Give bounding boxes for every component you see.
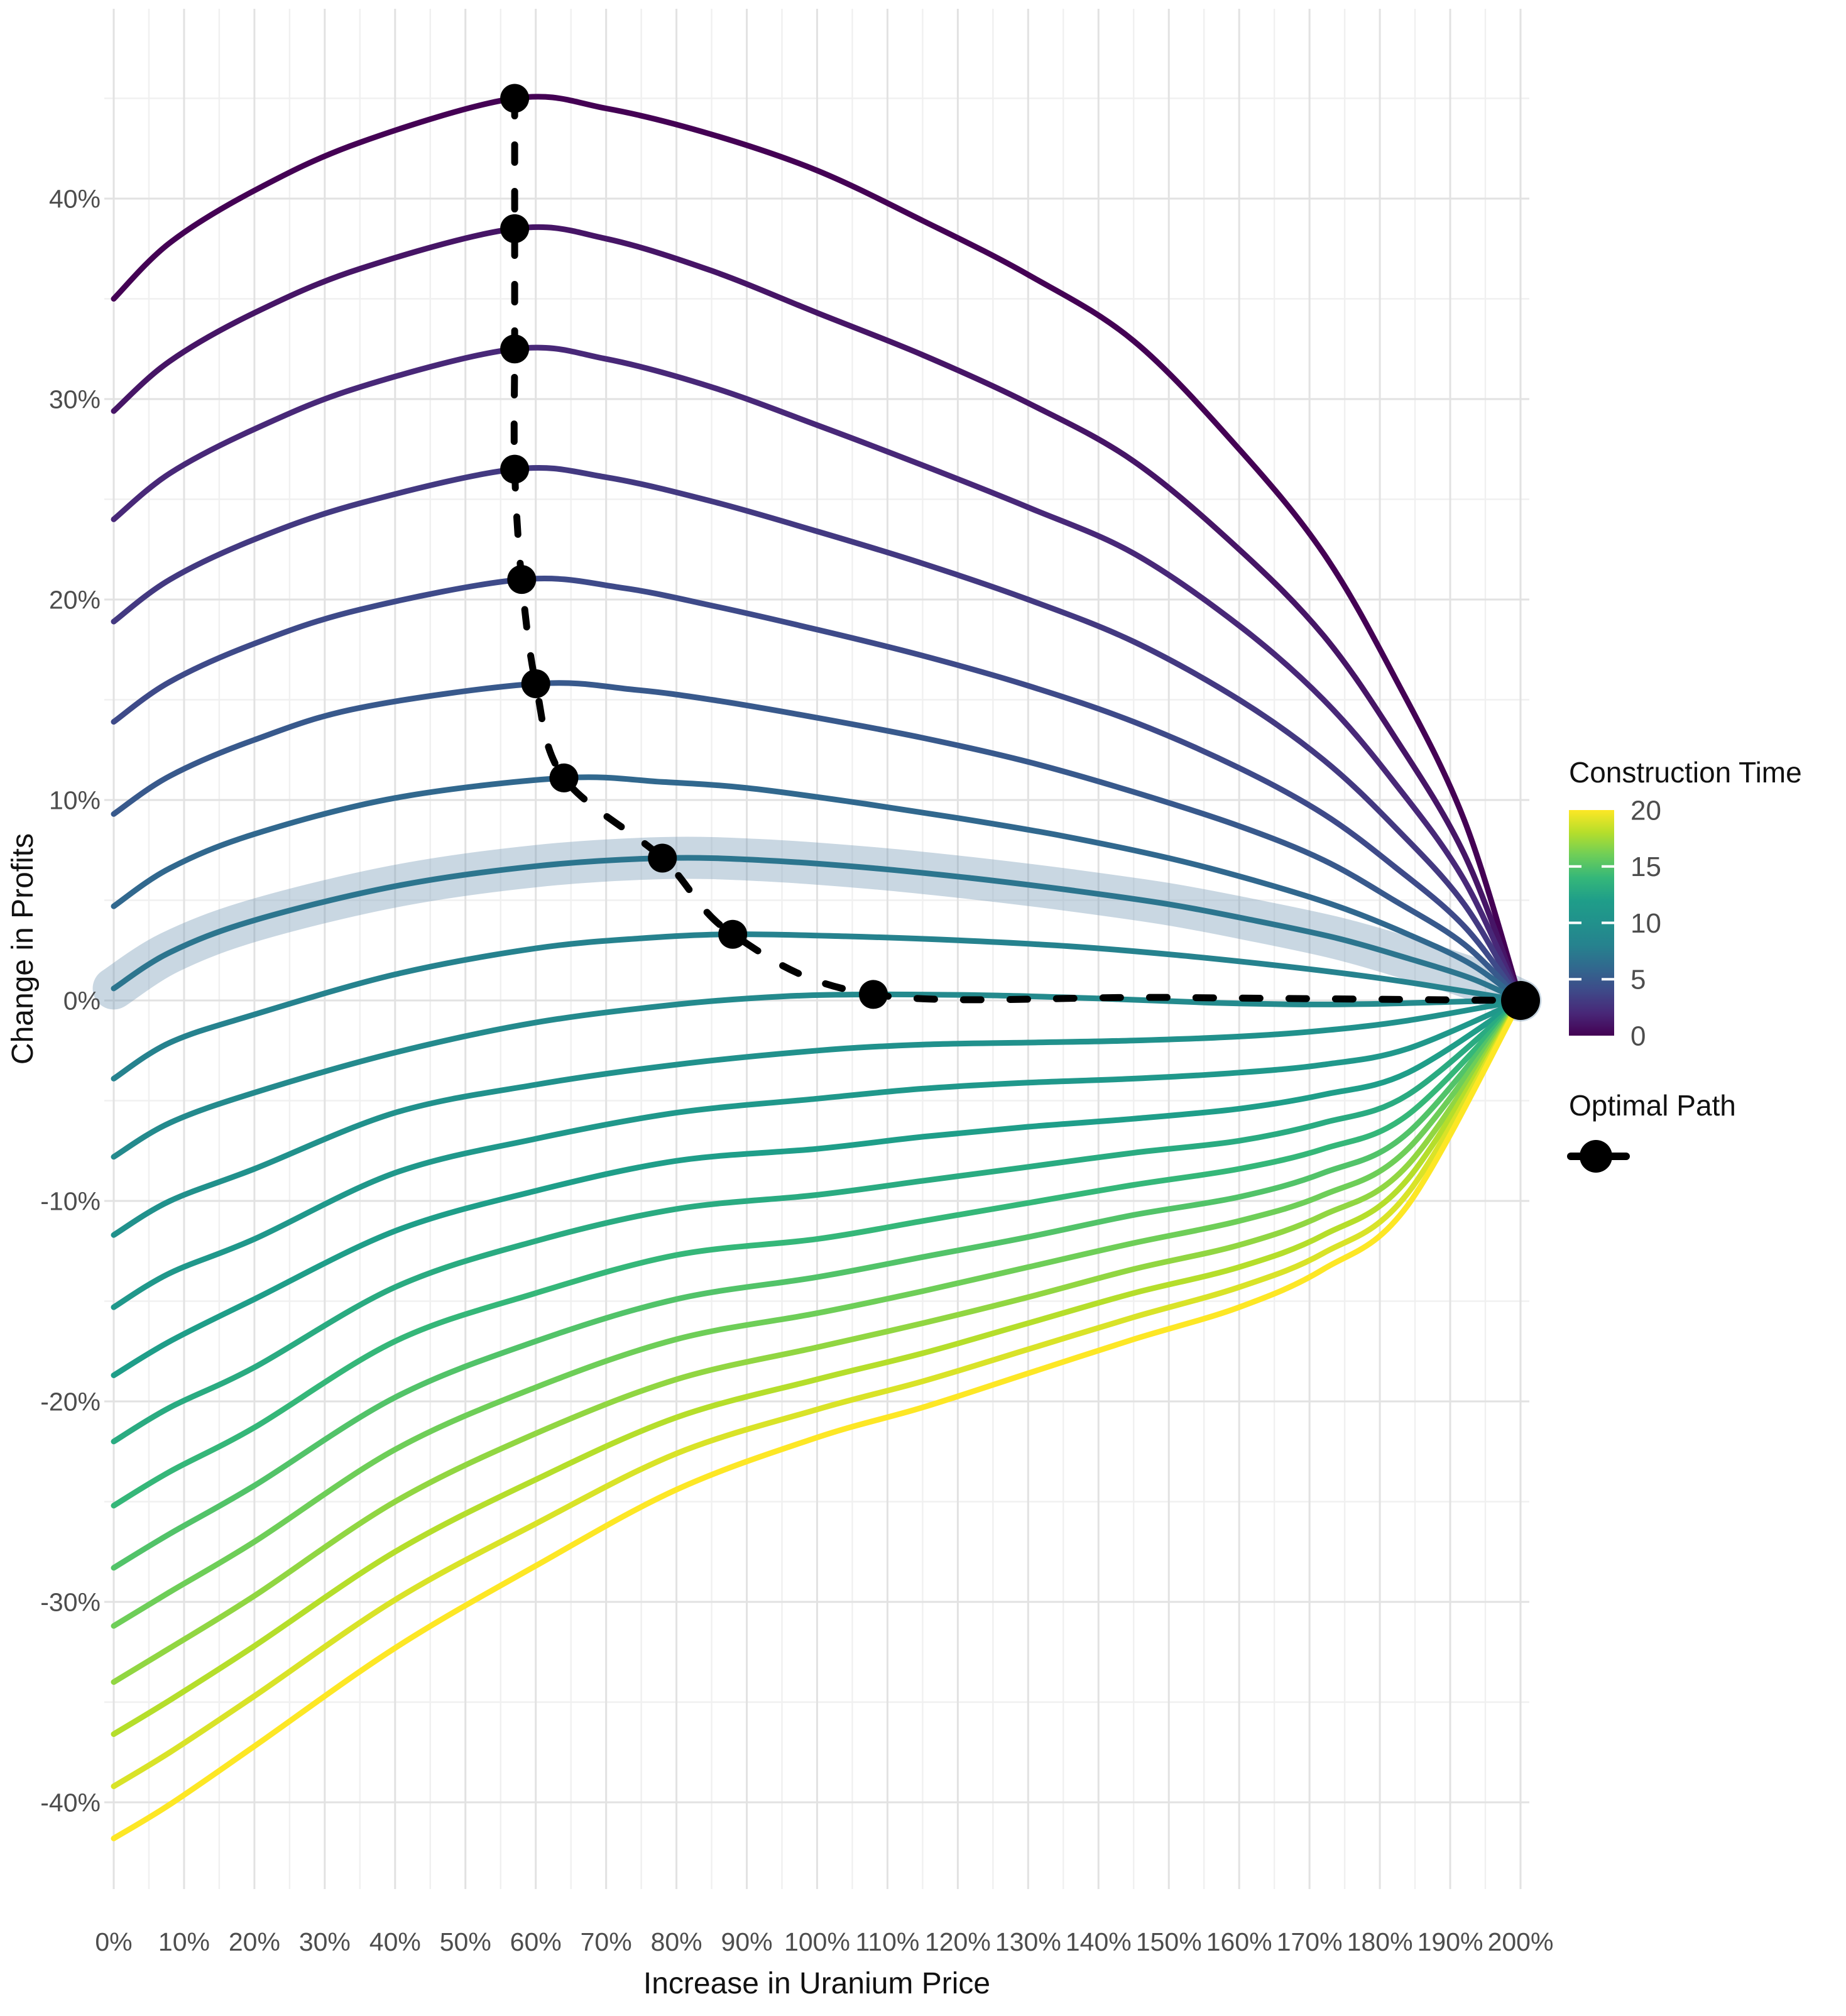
gridlines-major [104, 9, 1529, 1889]
x-tick-label: 130% [995, 1927, 1061, 1956]
legend-colorbar-title: Construction Time [1569, 756, 1802, 789]
optimal-path-point [549, 763, 579, 792]
profit-curve-t7 [111, 855, 1524, 1004]
y-tick-label: -10% [40, 1186, 101, 1215]
y-tick-label: 20% [49, 585, 101, 614]
y-tick-label: 30% [49, 385, 101, 414]
x-tick-label: 20% [229, 1927, 280, 1956]
profit-curve-t14 [111, 997, 1524, 1509]
x-tick-label: 110% [856, 1927, 920, 1956]
x-tick-label: 150% [1136, 1927, 1202, 1956]
x-tick-label: 160% [1206, 1927, 1272, 1956]
profit-curve-t16 [111, 997, 1524, 1629]
y-axis-title: Change in Profits [6, 833, 40, 1065]
colorbar-tick-label: 15 [1630, 852, 1661, 882]
profit-curve-t9 [111, 991, 1524, 1160]
x-tick-label: 10% [158, 1927, 210, 1956]
legend: Construction Time 20 15 10 5 0 Optimal Path [1567, 756, 1802, 1173]
profit-curve-t11 [111, 997, 1524, 1310]
y-tick-label: 0% [63, 986, 101, 1015]
legend-colorbar-ticks [1569, 865, 1614, 981]
colorbar-tick-label: 20 [1630, 795, 1661, 826]
profit-curve-t6 [111, 774, 1524, 1004]
optimal-path-point [718, 919, 748, 949]
profit-curve-t3 [111, 465, 1524, 1004]
x-tick-label: 140% [1066, 1927, 1132, 1956]
x-tick-label: 200% [1488, 1927, 1554, 1956]
optimal-path-point [507, 565, 537, 594]
profit-curves [111, 94, 1524, 1841]
x-tick-label: 30% [299, 1927, 351, 1956]
optimal-path-point [500, 334, 530, 364]
profit-curve-t18 [111, 997, 1524, 1737]
profit-curve-t0 [111, 94, 1524, 1004]
optimal-path-point [500, 84, 530, 113]
y-tick-label: -40% [40, 1788, 101, 1817]
colorbar-tick-label: 10 [1630, 908, 1661, 939]
x-tick-label: 120% [925, 1927, 991, 1956]
profit-curve-t15 [111, 997, 1524, 1571]
profit-curve-t1 [111, 224, 1524, 1004]
x-tick-label: 50% [440, 1927, 491, 1956]
y-tick-label: 40% [49, 184, 101, 213]
optimal-path-point [500, 214, 530, 243]
x-tick-label: 170% [1277, 1927, 1343, 1956]
profit-curve-t4 [111, 576, 1524, 1004]
profit-curve-t19 [111, 997, 1524, 1789]
optimal-path-point [1501, 981, 1540, 1020]
optimal-path-points [500, 84, 1540, 1020]
y-tick-label: -20% [40, 1387, 101, 1416]
x-tick-label: 0% [95, 1927, 132, 1956]
optimal-path-point [521, 669, 550, 698]
y-tick-label: 10% [49, 786, 101, 814]
y-tick-label: -30% [40, 1587, 101, 1616]
profit-curve-t5 [111, 680, 1524, 1004]
optimal-path-point [648, 843, 677, 873]
optimal-path-key-dot [1580, 1140, 1612, 1173]
x-tick-label: 60% [510, 1927, 562, 1956]
optimal-path-point [500, 454, 530, 484]
x-tick-label: 40% [369, 1927, 421, 1956]
profit-curve-t2 [111, 344, 1524, 1004]
legend-optimal-path-key [1567, 1140, 1630, 1173]
x-axis-tick-labels: 0% 10% 20% 30% 40% 50% 60% 70% 80% 90% 100% 110% 120… [95, 1927, 1553, 1956]
profit-curve-t20 [111, 997, 1524, 1841]
optimal-path-point [859, 980, 888, 1009]
profit-curve-t12 [111, 997, 1524, 1378]
profit-curve-t8 [111, 931, 1524, 1082]
legend-optimal-path-title: Optimal Path [1569, 1089, 1736, 1122]
x-tick-label: 100% [784, 1927, 850, 1956]
x-tick-label: 70% [581, 1927, 632, 1956]
profit-curve-t10 [111, 997, 1524, 1238]
x-tick-label: 90% [721, 1927, 773, 1956]
x-tick-label: 190% [1417, 1927, 1483, 1956]
y-axis-tick-labels: 40% 30% 20% 10% 0% -10% -20% -30% -40% [40, 184, 101, 1817]
profit-curve-t13 [111, 997, 1524, 1445]
x-tick-label: 80% [651, 1927, 702, 1956]
profit-curve-t17 [111, 997, 1524, 1685]
x-axis-title: Increase in Uranium Price [643, 1967, 990, 2000]
x-tick-label: 180% [1347, 1927, 1413, 1956]
legend-colorbar-labels: 20 15 10 5 0 [1630, 795, 1661, 1051]
colorbar-tick-label: 5 [1630, 965, 1646, 995]
colorbar-tick-label: 0 [1630, 1021, 1646, 1051]
